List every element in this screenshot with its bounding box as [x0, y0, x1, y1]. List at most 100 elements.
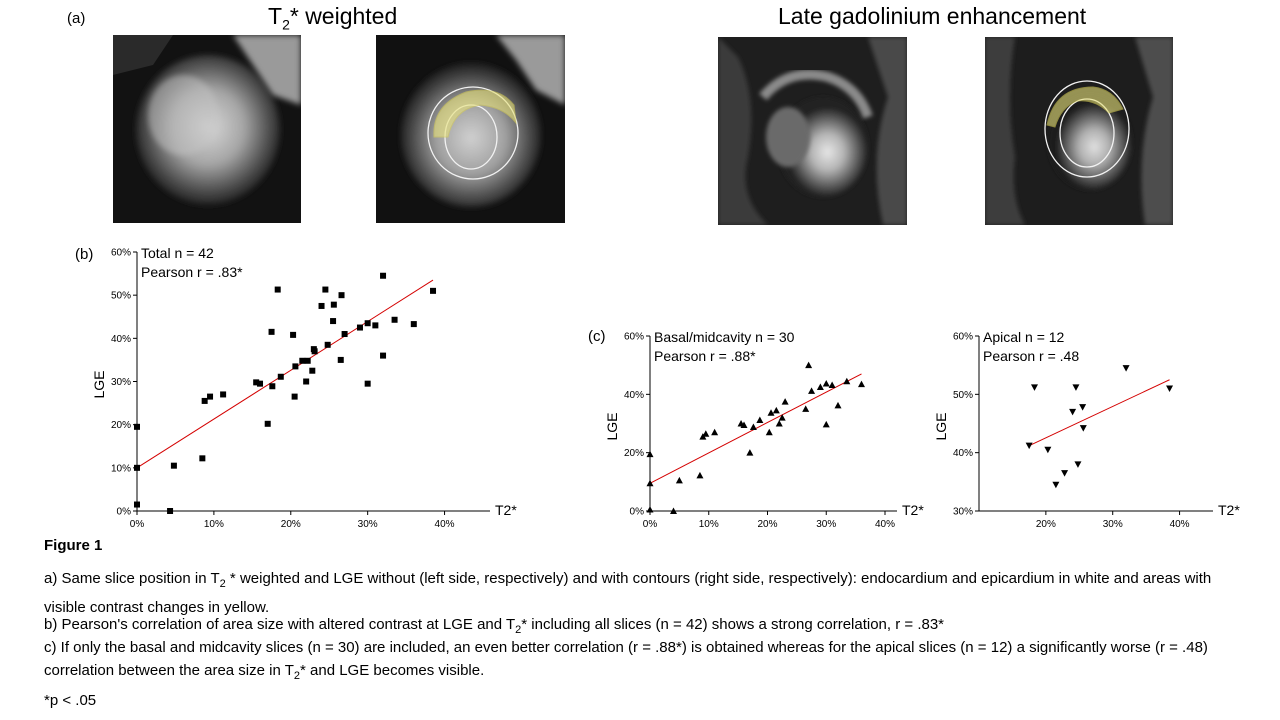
- contrast-area-overlay: [1046, 86, 1124, 128]
- data-point: [749, 423, 757, 430]
- caption-b-part2: * including all slices (n = 42) shows a …: [521, 616, 945, 633]
- data-point: [756, 416, 764, 423]
- lge-mri-contour-image: [985, 37, 1173, 225]
- epicardium-contour: [427, 86, 519, 180]
- data-point: [822, 420, 830, 428]
- data-point: [290, 331, 297, 338]
- chart-b-total: 0% 10% 20% 30% 40% 50% 60% 0% 10% 20% 30% 40% T2* LGE…: [91, 245, 517, 530]
- x-tick-label: 30%: [816, 519, 836, 530]
- y-tick-label: 50%: [953, 390, 973, 401]
- y-tick-label: 0%: [630, 507, 645, 518]
- annotation-text: Basal/midcavity n = 30: [654, 329, 795, 345]
- figure-title: Figure 1: [44, 537, 103, 554]
- data-point: [364, 380, 371, 387]
- data-point: [253, 379, 260, 386]
- data-point: [711, 428, 719, 436]
- data-point: [207, 393, 214, 400]
- x-tick-label: 10%: [699, 519, 719, 530]
- y-axis-label: LGE: [91, 370, 107, 398]
- caption-b-part1: b) Pearson's correlation of area size wi…: [44, 616, 516, 633]
- y-tick-label: 40%: [111, 334, 131, 345]
- x-tick-label: 40%: [875, 519, 895, 530]
- data-point: [822, 380, 830, 387]
- data-point: [338, 292, 345, 299]
- data-point: [834, 401, 842, 409]
- data-point: [430, 287, 437, 294]
- data-point: [364, 320, 371, 327]
- data-point: [324, 341, 331, 348]
- data-point: [199, 455, 206, 462]
- data-point: [167, 508, 174, 514]
- caption-a-subscript: 2: [219, 578, 226, 590]
- data-point: [134, 501, 140, 508]
- data-point: [269, 383, 276, 390]
- x-tick-label: 30%: [1103, 519, 1123, 530]
- caption-a-part1: a) Same slice position in T: [44, 570, 220, 587]
- data-point: [1122, 365, 1130, 372]
- significance-footnote: *p < .05: [44, 692, 97, 709]
- chart-c-apical-container: 30% 40% 50% 60% 20% 30% 40% T2* LGE Apical n = 12…: [0, 0, 1240, 530]
- data-point: [201, 397, 208, 404]
- data-point: [318, 302, 325, 309]
- data-point: [1025, 442, 1033, 450]
- data-point: [341, 331, 348, 338]
- data-point: [646, 506, 654, 513]
- y-tick-label: 60%: [953, 332, 973, 343]
- data-point: [646, 450, 654, 458]
- data-point: [1030, 384, 1038, 391]
- panel-b-label: (b): [75, 246, 94, 263]
- chart-c-basal-container: 0% 20% 40% 60% 0% 10% 20% 30% 40% T2* LGE Basal/mid…: [0, 0, 924, 530]
- data-point: [220, 391, 227, 398]
- x-axis-label: T2*: [495, 502, 517, 518]
- data-point: [410, 321, 417, 328]
- data-point: [309, 367, 316, 374]
- panel-a-label: (a): [67, 10, 86, 27]
- contrast-area-overlay: [433, 89, 517, 138]
- x-tick-label: 40%: [435, 519, 455, 530]
- x-axis-label: T2*: [902, 502, 924, 518]
- annotation-text: Pearson r = .83*: [141, 264, 243, 280]
- x-tick-label: 20%: [757, 519, 777, 530]
- data-point: [257, 380, 264, 387]
- caption-c-part2: * and LGE becomes visible.: [300, 662, 485, 679]
- data-point: [380, 352, 387, 359]
- data-point: [858, 380, 865, 388]
- data-point: [1074, 461, 1082, 468]
- data-point: [646, 479, 654, 487]
- data-point: [380, 272, 387, 279]
- data-point: [1044, 446, 1052, 454]
- x-tick-label: 30%: [358, 519, 378, 530]
- y-tick-label: 30%: [953, 507, 973, 518]
- data-point: [292, 363, 299, 370]
- chart-c-basal-midcavity: 0% 20% 40% 60% 0% 10% 20% 30% 40% T2* LGE Basal/mid…: [604, 329, 924, 530]
- data-point: [170, 462, 177, 469]
- y-tick-label: 60%: [111, 248, 131, 259]
- x-tick-label: 40%: [1170, 519, 1190, 530]
- data-point: [134, 423, 140, 430]
- data-point: [746, 449, 754, 456]
- y-tick-label: 30%: [111, 377, 131, 388]
- data-point: [304, 357, 311, 364]
- annotation-text: Pearson r = .88*: [654, 348, 756, 364]
- data-point: [322, 286, 329, 293]
- data-point: [391, 316, 398, 323]
- data-point: [828, 381, 836, 388]
- data-point: [702, 430, 710, 437]
- y-tick-label: 20%: [111, 420, 131, 431]
- data-point: [356, 324, 363, 331]
- data-point: [1069, 408, 1077, 416]
- data-point: [802, 405, 810, 412]
- data-point: [134, 464, 140, 471]
- data-point: [775, 420, 783, 427]
- caption-c: c) If only the basal and midcavity slice…: [44, 636, 1244, 688]
- x-tick-label: 20%: [281, 519, 301, 530]
- y-tick-label: 20%: [624, 448, 644, 459]
- x-tick-label: 20%: [1036, 519, 1056, 530]
- caption-b: b) Pearson's correlation of area size wi…: [44, 613, 1244, 642]
- regression-line: [1028, 379, 1170, 447]
- annotation-text: Pearson r = .48: [983, 348, 1079, 364]
- y-tick-label: 40%: [953, 448, 973, 459]
- t2-title-suffix: * weighted: [289, 3, 398, 29]
- y-tick-label: 10%: [111, 463, 131, 474]
- caption-a-part2: * weighted and LGE without (left side, r…: [44, 570, 1212, 616]
